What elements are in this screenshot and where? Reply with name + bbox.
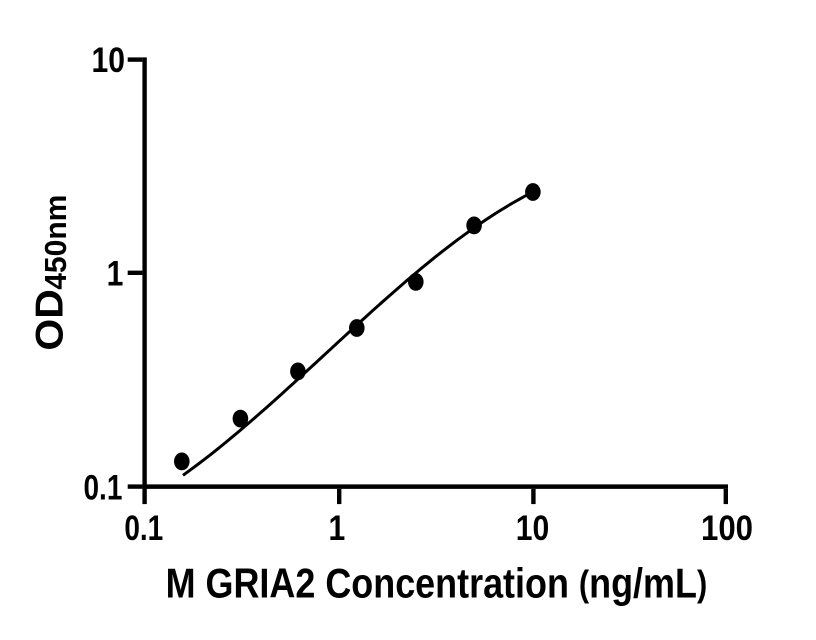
svg-text:1: 1 bbox=[107, 253, 124, 293]
svg-text:10: 10 bbox=[92, 40, 125, 80]
svg-text:0.1: 0.1 bbox=[83, 467, 122, 507]
svg-text:OD: OD bbox=[28, 289, 71, 350]
svg-text:10: 10 bbox=[516, 508, 549, 548]
svg-text:M GRIA2 Concentration (ng/mL): M GRIA2 Concentration (ng/mL) bbox=[166, 561, 708, 607]
svg-text:0.1: 0.1 bbox=[124, 508, 163, 548]
svg-text:450nm: 450nm bbox=[39, 195, 74, 290]
svg-text:100: 100 bbox=[701, 509, 753, 548]
svg-text:1: 1 bbox=[329, 508, 346, 548]
